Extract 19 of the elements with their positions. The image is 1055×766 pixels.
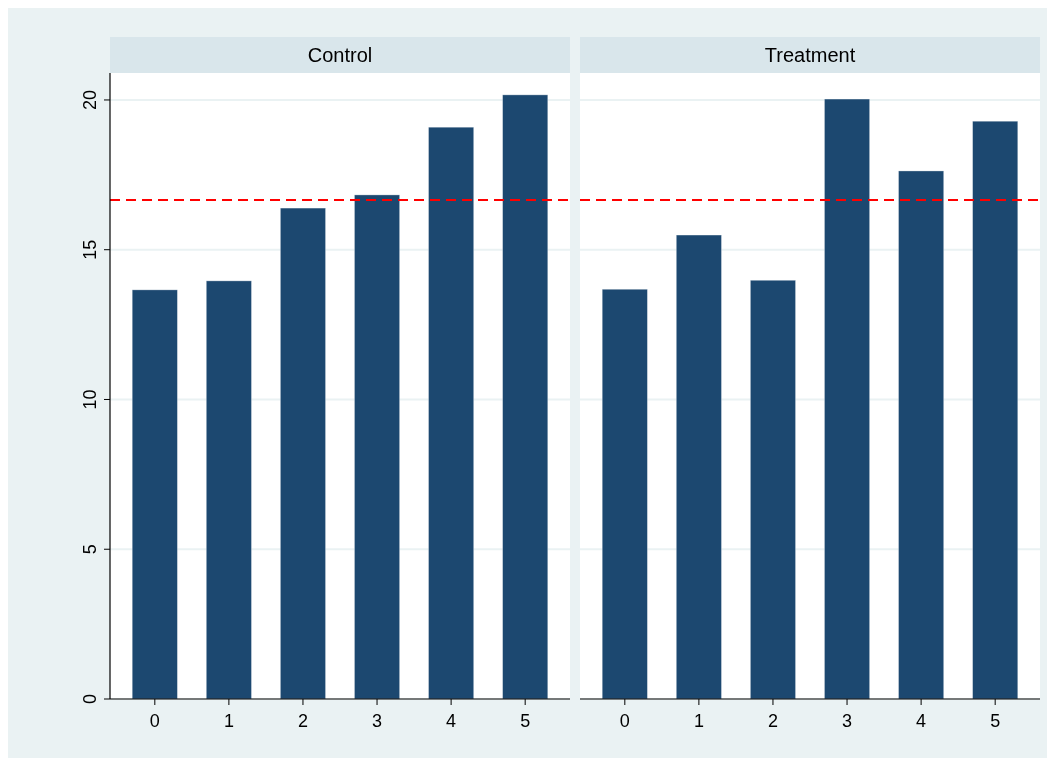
x-tick-label: 4 — [916, 711, 927, 731]
x-tick-label: 0 — [619, 711, 630, 731]
x-tick-label: 3 — [372, 711, 383, 731]
x-tick-label: 2 — [767, 711, 778, 731]
y-tick-label: 20 — [80, 89, 100, 110]
y-tick-label: 15 — [80, 239, 100, 260]
x-tick-label: 2 — [297, 711, 308, 731]
x-tick-label: 5 — [520, 711, 531, 731]
chart-title: Control — [307, 44, 373, 66]
chart-title: Treatment — [764, 44, 856, 66]
x-tick-label: 1 — [693, 711, 704, 731]
x-tick-label: 0 — [149, 711, 160, 731]
y-tick-label: 0 — [80, 693, 100, 705]
x-tick-label: 4 — [446, 711, 457, 731]
x-tick-label: 5 — [990, 711, 1001, 731]
x-tick-label: 3 — [842, 711, 853, 731]
y-tick-label: 10 — [80, 389, 100, 410]
y-tick-label: 5 — [80, 544, 100, 555]
x-tick-label: 1 — [223, 711, 234, 731]
